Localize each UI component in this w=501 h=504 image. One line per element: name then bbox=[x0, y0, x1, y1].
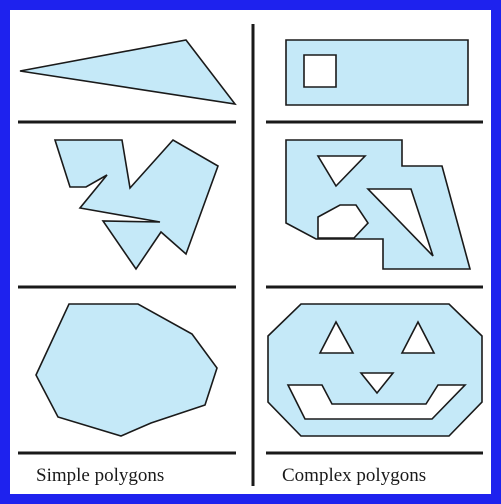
simple-irregular-polygon bbox=[53, 138, 219, 271]
complex-rectangle-with-hole bbox=[285, 39, 469, 106]
complex-face-octagon bbox=[267, 303, 483, 437]
complex-polygon-with-holes bbox=[285, 139, 472, 270]
simple-triangle bbox=[19, 39, 237, 106]
simple-convex-polygon bbox=[35, 303, 218, 437]
caption-simple-polygons: Simple polygons bbox=[36, 465, 165, 486]
caption-complex-polygons: Complex polygons bbox=[282, 465, 427, 486]
